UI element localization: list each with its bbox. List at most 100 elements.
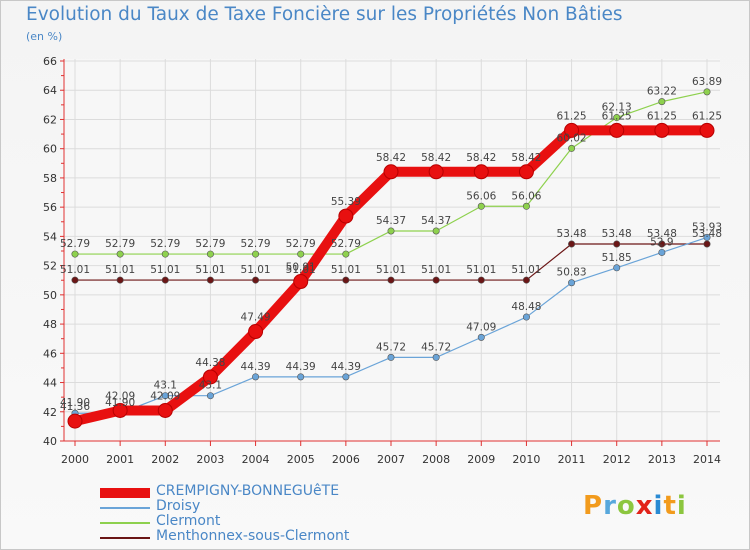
series-point-3 [568, 240, 576, 248]
series-point-1 [658, 248, 666, 256]
x-tick-label: 2009 [467, 453, 495, 466]
series-point-1 [161, 392, 169, 400]
data-label-3: 51.01 [421, 264, 451, 276]
data-label-3: 51.01 [150, 264, 180, 276]
series-point-2 [568, 144, 576, 152]
data-label-2: 62.13 [602, 102, 632, 114]
y-tick-label: 40 [43, 435, 57, 448]
series-point-3 [161, 276, 169, 284]
series-point-3 [477, 276, 485, 284]
legend-label-crempigny: CREMPIGNY-BONNEGUêTE [156, 483, 340, 499]
logo-letter: o [616, 491, 636, 521]
series-point-0 [699, 122, 715, 138]
data-label-2: 52.79 [150, 238, 180, 250]
series-point-1 [387, 353, 395, 361]
series-point-2 [703, 88, 711, 96]
series-point-0 [518, 164, 534, 180]
data-label-1: 44.39 [286, 361, 316, 373]
data-label-0: 42.09 [105, 390, 135, 402]
y-tick-label: 52 [43, 260, 57, 273]
data-label-1: 45.72 [421, 341, 451, 353]
data-label-3: 51.01 [60, 264, 90, 276]
series-point-0 [248, 324, 264, 340]
logo-letter: i [676, 491, 687, 521]
data-label-3: 53.48 [557, 228, 587, 240]
data-label-0: 61.25 [602, 110, 632, 122]
series-point-0 [383, 164, 399, 180]
proxiti-logo: Proxiti [583, 491, 687, 521]
logo-letter: x [635, 491, 654, 521]
data-label-1: 52.9 [650, 236, 673, 248]
legend-item-crempigny: CREMPIGNY-BONNEGUêTE [100, 483, 400, 501]
data-label-2: 52.79 [331, 238, 361, 250]
x-tick-label: 2010 [512, 453, 540, 466]
unit-label: (en %) [26, 30, 63, 43]
data-label-1: 47.09 [466, 321, 496, 333]
series-point-2 [206, 250, 214, 258]
series-point-3 [71, 276, 79, 284]
data-label-2: 52.79 [286, 238, 316, 250]
data-label-2: 60.02 [557, 132, 587, 144]
data-label-1: 51.85 [602, 252, 632, 264]
legend-label-clermont: Clermont [156, 513, 221, 529]
data-label-3: 51.01 [105, 264, 135, 276]
x-tick-label: 2006 [332, 453, 360, 466]
data-label-3: 51.01 [376, 264, 406, 276]
series-point-1 [703, 233, 711, 241]
data-label-2: 54.37 [421, 215, 451, 227]
series-point-2 [387, 227, 395, 235]
logo-letter: i [653, 491, 664, 521]
y-tick-label: 48 [43, 318, 57, 331]
data-label-2: 52.79 [60, 238, 90, 250]
data-label-2: 54.37 [376, 215, 406, 227]
series-point-1 [568, 279, 576, 287]
legend-label-droisy: Droisy [156, 498, 201, 514]
y-tick-label: 58 [43, 172, 57, 185]
legend-item-clermont: Clermont [100, 513, 400, 531]
y-tick-label: 46 [43, 347, 57, 360]
data-label-3: 51.01 [466, 264, 496, 276]
data-label-3: 53.48 [602, 228, 632, 240]
y-tick-label: 62 [43, 113, 57, 126]
data-label-0: 61.25 [557, 110, 587, 122]
series-point-3 [252, 276, 260, 284]
legend-item-menthonnex: Menthonnex-sous-Clermont [100, 528, 400, 546]
legend-swatch-clermont [100, 522, 150, 524]
data-label-3: 51.01 [511, 264, 541, 276]
series-point-0 [202, 369, 218, 385]
data-label-1: 48.48 [511, 301, 541, 313]
data-label-3: 51.01 [195, 264, 225, 276]
series-point-2 [71, 250, 79, 258]
legend-swatch-crempigny [100, 488, 150, 498]
y-tick-label: 64 [43, 84, 57, 97]
x-tick-label: 2012 [603, 453, 631, 466]
series-point-2 [658, 98, 666, 106]
x-tick-label: 2003 [196, 453, 224, 466]
series-point-2 [613, 114, 621, 122]
data-label-3: 53.48 [692, 228, 722, 240]
data-label-2: 63.89 [692, 76, 722, 88]
data-label-2: 56.06 [466, 190, 496, 202]
data-label-3: 51.01 [286, 264, 316, 276]
legend-swatch-menthonnex [100, 537, 150, 539]
series-point-3 [658, 240, 666, 248]
x-tick-label: 2001 [106, 453, 134, 466]
series-point-1 [432, 353, 440, 361]
y-tick-label: 50 [43, 289, 57, 302]
series-point-3 [613, 240, 621, 248]
y-tick-label: 60 [43, 143, 57, 156]
series-point-2 [477, 202, 485, 210]
data-label-0: 58.42 [511, 152, 541, 164]
logo-letter: t [663, 491, 677, 521]
x-tick-label: 2005 [287, 453, 315, 466]
data-label-3: 51.01 [331, 264, 361, 276]
series-point-2 [342, 250, 350, 258]
series-point-3 [387, 276, 395, 284]
data-label-2: 52.79 [241, 238, 271, 250]
data-label-0: 42.09 [150, 390, 180, 402]
series-point-0 [112, 402, 128, 418]
series-point-1 [522, 313, 530, 321]
x-tick-label: 2002 [151, 453, 179, 466]
series-point-3 [116, 276, 124, 284]
y-tick-label: 42 [43, 406, 57, 419]
